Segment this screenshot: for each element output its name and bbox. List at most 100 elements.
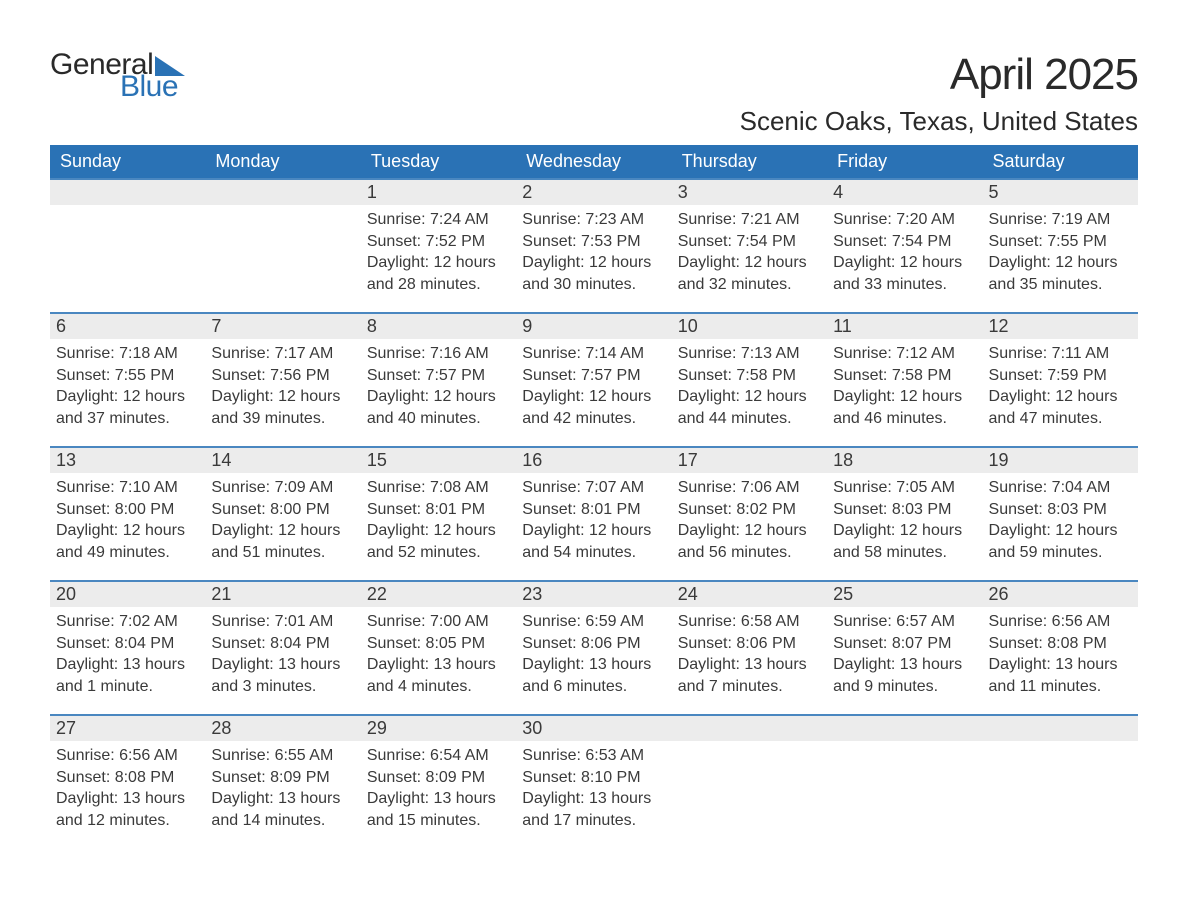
sunset-line: Sunset: 8:05 PM [367,633,510,655]
empty-cell [672,741,827,849]
day-number: 7 [205,313,360,339]
day-number: 23 [516,581,671,607]
daylight-line: Daylight: 13 hours and 4 minutes. [367,654,510,697]
daylight-line: Daylight: 12 hours and 37 minutes. [56,386,199,429]
day-cell: Sunrise: 7:02 AMSunset: 8:04 PMDaylight:… [50,607,205,715]
day-number: 29 [361,715,516,741]
sunrise-line: Sunrise: 7:18 AM [56,343,199,365]
day-number: 24 [672,581,827,607]
day-number: 21 [205,581,360,607]
day-number: 13 [50,447,205,473]
sunrise-line: Sunrise: 6:56 AM [56,745,199,767]
day-number: 12 [983,313,1138,339]
empty-daynum [672,715,827,741]
sunset-line: Sunset: 8:01 PM [367,499,510,521]
daynum-row: 12345 [50,179,1138,205]
day-number: 19 [983,447,1138,473]
daylight-line: Daylight: 13 hours and 15 minutes. [367,788,510,831]
daynum-row: 6789101112 [50,313,1138,339]
day-cell: Sunrise: 7:13 AMSunset: 7:58 PMDaylight:… [672,339,827,447]
sunset-line: Sunset: 7:57 PM [522,365,665,387]
daylight-line: Daylight: 12 hours and 30 minutes. [522,252,665,295]
day-cell: Sunrise: 7:12 AMSunset: 7:58 PMDaylight:… [827,339,982,447]
day-number: 22 [361,581,516,607]
daylight-line: Daylight: 12 hours and 52 minutes. [367,520,510,563]
day-cell: Sunrise: 6:58 AMSunset: 8:06 PMDaylight:… [672,607,827,715]
daylight-line: Daylight: 13 hours and 12 minutes. [56,788,199,831]
day-number: 5 [983,179,1138,205]
content-row: Sunrise: 7:02 AM Sunset: 8:04 PM Daylight:… [50,607,1138,715]
sunset-line: Sunset: 7:57 PM [367,365,510,387]
sunset-line: Sunset: 8:00 PM [211,499,354,521]
logo-text-blue: Blue [120,72,189,102]
sunset-line: Sunset: 8:10 PM [522,767,665,789]
day-cell: Sunrise: 6:53 AMSunset: 8:10 PMDaylight:… [516,741,671,849]
sunset-line: Sunset: 8:02 PM [678,499,821,521]
weekday-header: Wednesday [516,145,671,179]
sunset-line: Sunset: 7:56 PM [211,365,354,387]
calendar-table: Sunday Monday Tuesday Wednesday Thursday… [50,145,1138,849]
sunset-line: Sunset: 8:09 PM [367,767,510,789]
day-cell: Sunrise: 7:07 AMSunset: 8:01 PMDaylight:… [516,473,671,581]
day-cell: Sunrise: 6:54 AMSunset: 8:09 PMDaylight:… [361,741,516,849]
day-number: 3 [672,179,827,205]
daynum-row: 20212223242526 [50,581,1138,607]
day-cell: Sunrise: 7:21 AMSunset: 7:54 PMDaylight:… [672,205,827,313]
daylight-line: Daylight: 13 hours and 11 minutes. [989,654,1132,697]
empty-daynum [205,179,360,205]
daylight-line: Daylight: 12 hours and 49 minutes. [56,520,199,563]
sunrise-line: Sunrise: 7:12 AM [833,343,976,365]
empty-cell [983,741,1138,849]
day-cell: Sunrise: 7:24 AMSunset: 7:52 PMDaylight:… [361,205,516,313]
sunset-line: Sunset: 7:58 PM [833,365,976,387]
daylight-line: Daylight: 13 hours and 9 minutes. [833,654,976,697]
day-cell: Sunrise: 7:10 AMSunset: 8:00 PMDaylight:… [50,473,205,581]
sunset-line: Sunset: 8:03 PM [989,499,1132,521]
daynum-row: 13141516171819 [50,447,1138,473]
day-cell: Sunrise: 7:05 AMSunset: 8:03 PMDaylight:… [827,473,982,581]
sunrise-line: Sunrise: 7:23 AM [522,209,665,231]
location-subtitle: Scenic Oaks, Texas, United States [740,106,1138,137]
daynum-row: 27282930 [50,715,1138,741]
sunrise-line: Sunrise: 7:08 AM [367,477,510,499]
sunrise-line: Sunrise: 7:05 AM [833,477,976,499]
day-number: 11 [827,313,982,339]
sunrise-line: Sunrise: 7:02 AM [56,611,199,633]
day-cell: Sunrise: 7:20 AMSunset: 7:54 PMDaylight:… [827,205,982,313]
sunrise-line: Sunrise: 7:19 AM [989,209,1132,231]
day-number: 6 [50,313,205,339]
day-number: 9 [516,313,671,339]
day-cell: Sunrise: 7:08 AMSunset: 8:01 PMDaylight:… [361,473,516,581]
sunset-line: Sunset: 7:54 PM [833,231,976,253]
sunset-line: Sunset: 8:07 PM [833,633,976,655]
daylight-line: Daylight: 13 hours and 1 minute. [56,654,199,697]
day-number: 28 [205,715,360,741]
sunrise-line: Sunrise: 7:24 AM [367,209,510,231]
sunrise-line: Sunrise: 7:10 AM [56,477,199,499]
day-cell: Sunrise: 6:56 AMSunset: 8:08 PMDaylight:… [50,741,205,849]
day-number: 2 [516,179,671,205]
header: General Blue April 2025 Scenic Oaks, Tex… [50,50,1138,137]
weekday-header: Saturday [983,145,1138,179]
sunrise-line: Sunrise: 7:00 AM [367,611,510,633]
weekday-header-row: Sunday Monday Tuesday Wednesday Thursday… [50,145,1138,179]
content-row: Sunrise: 7:24 AMSunset: 7:52 PMDaylight:… [50,205,1138,313]
sunrise-line: Sunrise: 7:09 AM [211,477,354,499]
day-number: 15 [361,447,516,473]
sunset-line: Sunset: 8:09 PM [211,767,354,789]
day-number: 8 [361,313,516,339]
sunrise-line: Sunrise: 7:14 AM [522,343,665,365]
sunset-line: Sunset: 8:04 PM [211,633,354,655]
day-cell: Sunrise: 7:19 AMSunset: 7:55 PMDaylight:… [983,205,1138,313]
sunset-line: Sunset: 8:06 PM [678,633,821,655]
daylight-line: Daylight: 12 hours and 42 minutes. [522,386,665,429]
sunset-line: Sunset: 8:01 PM [522,499,665,521]
sunset-line: Sunset: 8:03 PM [833,499,976,521]
empty-cell [50,205,205,313]
daylight-line: Daylight: 12 hours and 51 minutes. [211,520,354,563]
title-block: April 2025 Scenic Oaks, Texas, United St… [740,50,1138,137]
daylight-line: Daylight: 13 hours and 17 minutes. [522,788,665,831]
daylight-line: Daylight: 13 hours and 14 minutes. [211,788,354,831]
day-cell: Sunrise: 7:00 AMSunset: 8:05 PMDaylight:… [361,607,516,715]
day-cell: Sunrise: 6:59 AMSunset: 8:06 PMDaylight:… [516,607,671,715]
